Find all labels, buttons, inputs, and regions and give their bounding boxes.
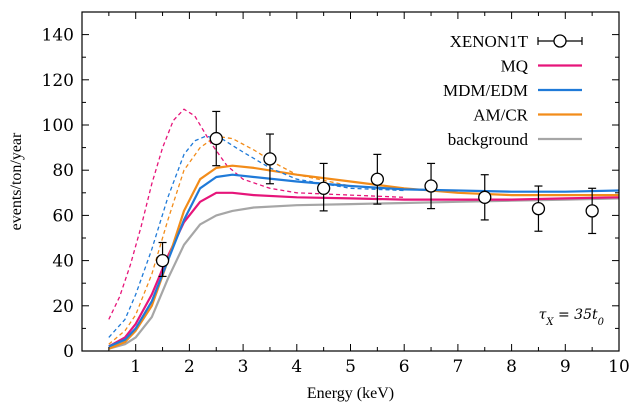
series-mq-solid [108,191,619,348]
x-tick-label: 2 [184,357,195,377]
data-point [263,133,277,185]
y-tick-label: 60 [52,206,74,226]
y-tick-label: 120 [42,71,74,91]
legend-entry: background [448,130,582,149]
x-tick-label: 3 [238,357,249,377]
x-tick-label: 6 [399,357,410,377]
data-marker [531,201,546,216]
legend-entry: AM/CR [473,106,582,125]
x-tick-label: 10 [608,357,629,377]
y-tick-label: 0 [63,342,74,362]
series-mq-dashed [108,108,405,320]
x-tick-label: 1 [130,357,141,377]
x-tick-label: 9 [560,357,571,377]
x-axis-ticks: 1 2 3 4 5 6 7 8 9 10 [108,12,629,377]
legend-label: background [448,130,529,149]
data-point [209,110,223,167]
x-tick-label: 5 [345,357,356,377]
data-marker [585,204,599,218]
data-point [155,241,170,278]
legend-label: MDM/EDM [443,81,528,100]
data-marker [209,131,223,146]
y-axis-label: events/ton/year [8,132,25,230]
x-tick-label: 8 [506,357,517,377]
y-tick-label: 40 [52,252,74,272]
x-axis-label: Energy (keV) [307,385,394,402]
x-tick-label: 4 [291,357,302,377]
data-marker [370,172,385,186]
legend: XENON1T MQ MDM/EDM AM/CR background [443,32,583,149]
data-points-layer [155,110,599,278]
y-tick-label: 80 [52,161,74,181]
legend-entry: XENON1T [450,32,583,51]
data-point [316,162,331,212]
series-mdm-edm-solid [108,173,619,348]
data-marker [478,190,492,204]
data-point [478,174,492,221]
y-tick-label: 140 [42,26,74,46]
x-tick-label: 7 [452,357,463,377]
series-am-cr-solid [108,164,619,350]
data-point [424,162,438,210]
data-marker [263,152,277,166]
tau-annotation: τX = 35t0 [539,307,605,328]
data-marker [424,179,438,193]
legend-label: AM/CR [473,106,528,125]
series-mdm-edm-dashed [108,135,405,338]
y-tick-label: 100 [42,116,74,136]
legend-label: MQ [501,57,528,76]
legend-entry: MDM/EDM [443,81,582,100]
curves-layer [108,108,619,350]
y-tick-label: 20 [52,297,74,317]
legend-swatch-marker [553,34,567,48]
data-point [585,187,599,235]
data-marker [316,181,331,195]
y-axis-ticks: 0 20 40 60 80 100 120 140 [42,11,619,362]
series-background-solid [108,197,619,350]
data-point [531,185,546,232]
data-marker [155,253,170,268]
legend-label: XENON1T [450,32,529,51]
data-point [370,153,385,205]
legend-entry: MQ [501,57,582,76]
